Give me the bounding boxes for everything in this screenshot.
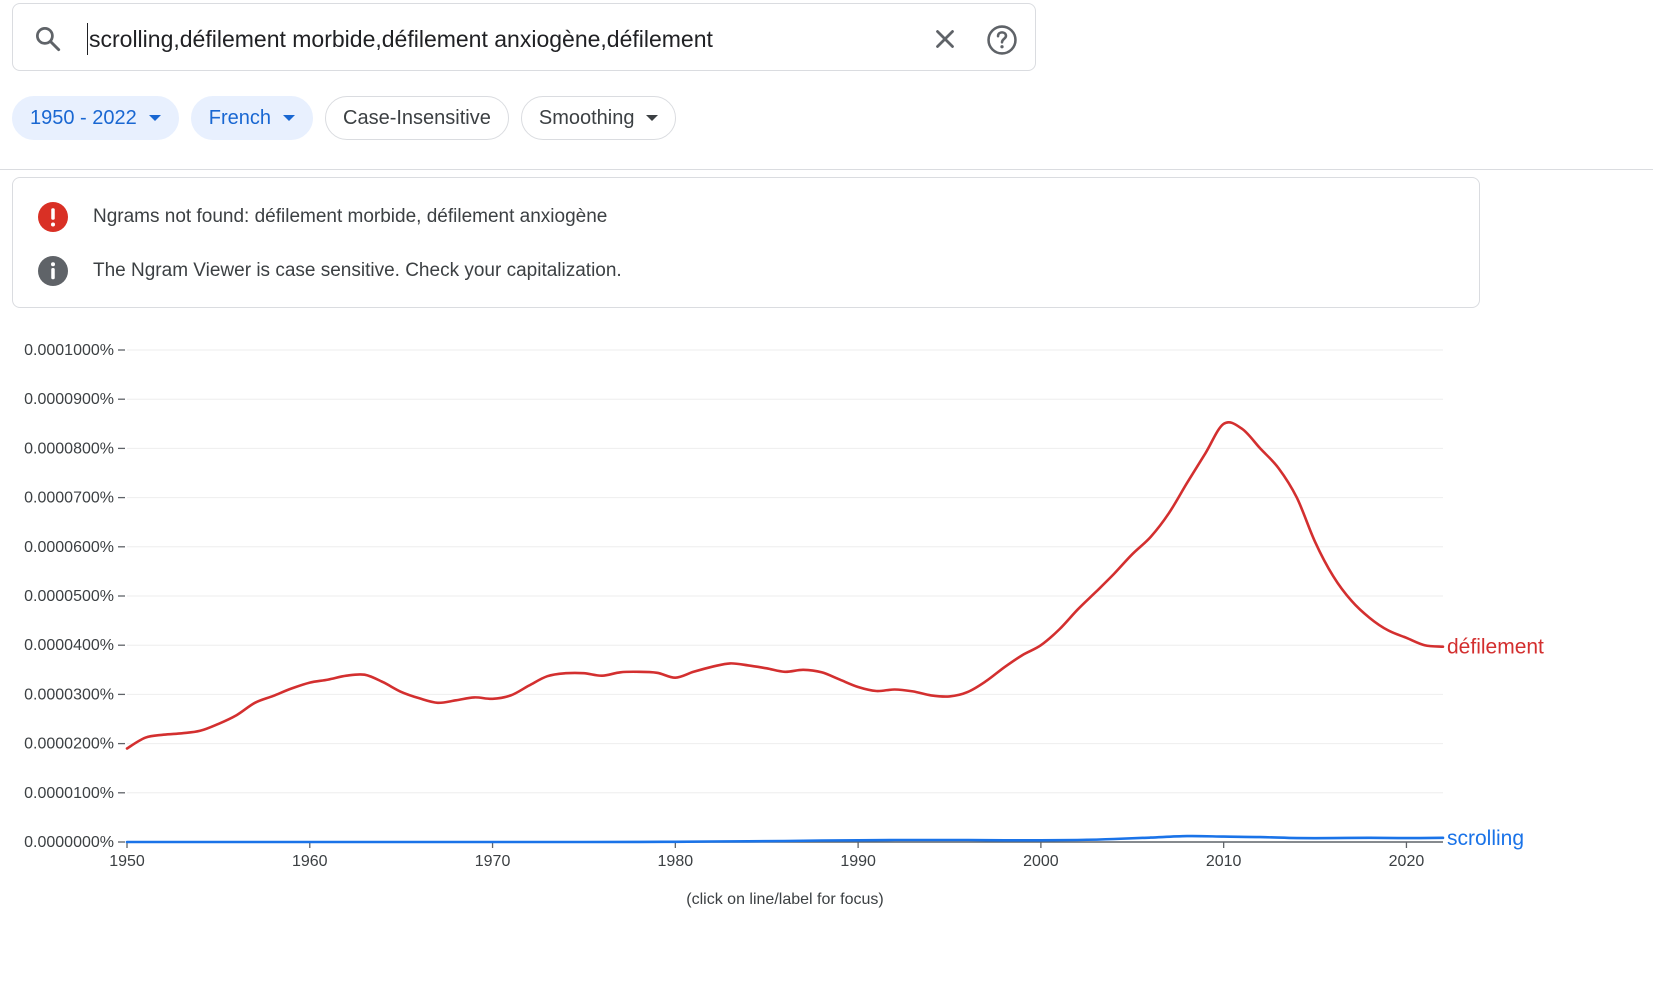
x-tick-label: 1990 bbox=[840, 853, 876, 870]
x-tick-label: 2010 bbox=[1206, 853, 1242, 870]
y-tick-label: 0.0000400% bbox=[24, 637, 114, 654]
y-tick-label: 0.0000300% bbox=[24, 686, 114, 703]
help-circle-icon[interactable] bbox=[985, 23, 1019, 57]
corpus-label: French bbox=[208, 106, 272, 129]
x-tick-label: 1960 bbox=[292, 853, 328, 870]
y-tick-label: 0.0000200% bbox=[24, 736, 114, 753]
error-icon bbox=[38, 202, 68, 232]
year-range-label: 1950 - 2022 bbox=[30, 106, 137, 129]
info-icon bbox=[38, 256, 68, 286]
case-insensitive-label: Case-Insensitive bbox=[343, 106, 491, 129]
y-tick-label: 0.0001000% bbox=[24, 342, 114, 359]
close-icon[interactable] bbox=[930, 24, 960, 54]
ngram-chart: 0.0000000% 0.0000100% 0.0000200% 0.0000300%… bbox=[24, 342, 1544, 870]
chart-footnote: (click on line/label for focus) bbox=[686, 891, 884, 908]
search-input[interactable] bbox=[87, 23, 909, 55]
series-label: scrolling bbox=[1447, 827, 1524, 850]
y-tick-label: 0.0000800% bbox=[24, 440, 114, 457]
series-label: défilement bbox=[1447, 636, 1544, 659]
divider bbox=[0, 169, 1653, 170]
smoothing-label: Smoothing bbox=[538, 106, 635, 129]
filter-bar: 1950 - 2022 French Case-Insensitive Smoo… bbox=[12, 96, 677, 140]
chevron-down-icon bbox=[646, 115, 659, 121]
y-tick-label: 0.0000500% bbox=[24, 588, 114, 605]
y-tick-label: 0.0000600% bbox=[24, 539, 114, 556]
info-notice-text: The Ngram Viewer is case sensitive. Chec… bbox=[93, 260, 622, 281]
error-notice: Ngrams not found: défilement morbide, dé… bbox=[38, 202, 607, 232]
search-icon[interactable] bbox=[33, 24, 63, 54]
chevron-down-icon bbox=[283, 115, 296, 121]
x-tick-label: 1980 bbox=[658, 853, 694, 870]
y-tick-label: 0.0000900% bbox=[24, 391, 114, 408]
search-box bbox=[12, 3, 1036, 71]
x-tick-label: 2000 bbox=[1023, 853, 1059, 870]
y-tick-label: 0.0000000% bbox=[24, 834, 114, 851]
notice-panel: Ngrams not found: défilement morbide, dé… bbox=[12, 177, 1480, 308]
y-tick-label: 0.0000700% bbox=[24, 490, 114, 507]
x-tick-label: 2020 bbox=[1389, 853, 1425, 870]
series-line-defilement bbox=[125, 420, 1445, 750]
corpus-chip[interactable]: French bbox=[190, 96, 314, 140]
y-tick-label: 0.0000100% bbox=[24, 785, 114, 802]
x-tick-label: 1950 bbox=[109, 853, 145, 870]
smoothing-chip[interactable]: Smoothing bbox=[520, 96, 677, 140]
info-notice: The Ngram Viewer is case sensitive. Chec… bbox=[38, 256, 622, 286]
case-insensitive-chip[interactable]: Case-Insensitive bbox=[325, 96, 509, 140]
chevron-down-icon bbox=[148, 115, 161, 121]
error-notice-text: Ngrams not found: défilement morbide, dé… bbox=[93, 206, 608, 227]
series-line-scrolling bbox=[125, 834, 1445, 844]
year-range-chip[interactable]: 1950 - 2022 bbox=[12, 96, 179, 140]
x-tick-label: 1970 bbox=[475, 853, 511, 870]
